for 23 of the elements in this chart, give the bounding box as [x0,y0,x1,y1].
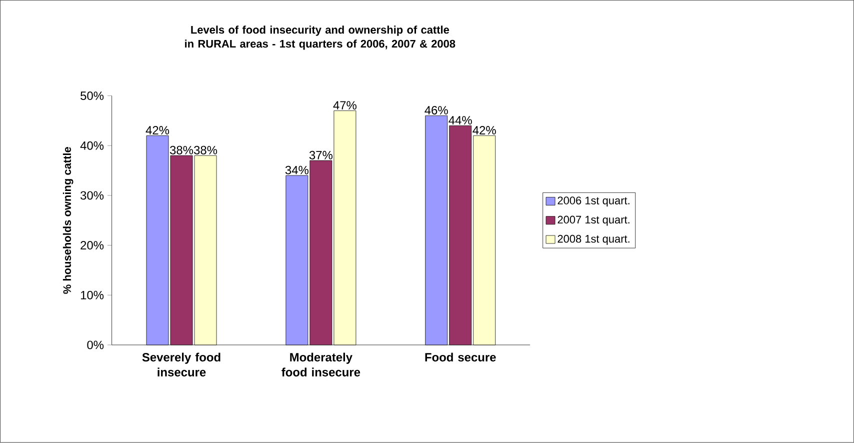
data-label: 46% [424,106,448,115]
data-label: 38% [170,146,194,154]
y-tick-label: 10% [80,291,104,300]
legend-label: 2006 1st quart. [558,196,630,207]
legend-label: 2008 1st quart. [558,235,630,245]
chart-title: Levels of food insecurity and ownership of cattle in RURAL areas - 1st quarters of 2006, 2007 & 2008 [185,26,456,50]
legend-label: 2007 1st quart. [558,216,630,226]
y-axis-title: % households owning cattle [62,147,74,294]
data-label: 47% [333,101,356,110]
x-tick-label: Food secure [425,352,496,362]
data-label: 42% [472,126,496,135]
y-tick-label: 0% [87,340,104,350]
y-tick-label: 50% [80,92,104,100]
data-label: 42% [146,126,170,135]
y-tick-label: 40% [80,142,104,150]
y-tick-label: 30% [80,191,104,200]
data-label: 38% [194,146,218,154]
data-label: 34% [285,166,308,174]
data-label: 37% [309,151,332,160]
y-tick-label: 20% [80,241,104,250]
x-tick-label: Moderately food insecure [282,352,360,377]
x-tick-label: Severely food insecure [142,352,220,377]
data-label: 44% [448,116,472,125]
